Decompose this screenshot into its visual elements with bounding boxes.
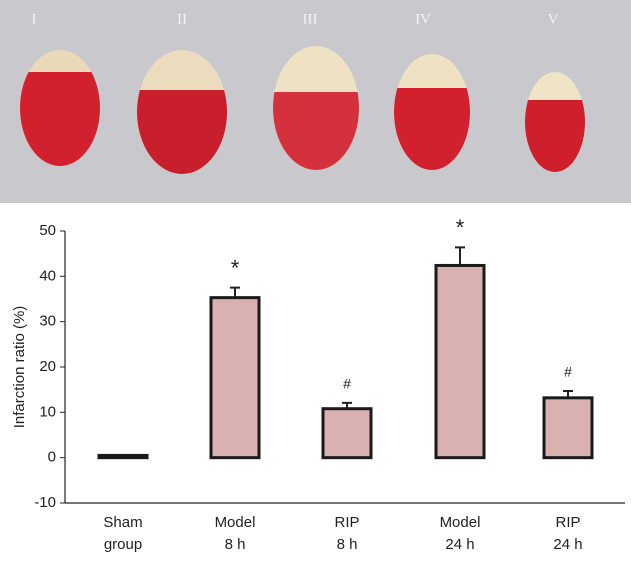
x-tick-label: Model	[215, 514, 256, 531]
annotation: *	[456, 215, 465, 240]
x-tick-label: 8 h	[337, 536, 358, 553]
annotation: #	[564, 364, 572, 380]
x-tick-label: Model	[440, 514, 481, 531]
y-tick-label: 10	[39, 403, 56, 420]
x-tick-label: 24 h	[445, 536, 474, 553]
bar	[97, 453, 149, 460]
bar	[209, 296, 261, 460]
photo	[0, 0, 631, 203]
slice-label: IV	[415, 11, 431, 27]
y-tick-label: -10	[34, 494, 56, 511]
annotation: *	[231, 255, 240, 280]
slice	[525, 72, 585, 172]
x-tick-label: Sham	[103, 514, 142, 531]
bar	[434, 263, 486, 460]
slice-label: II	[177, 11, 187, 27]
slice-label: V	[548, 11, 559, 27]
y-tick-label: 0	[48, 449, 56, 466]
x-tick-label: 8 h	[225, 536, 246, 553]
bar	[542, 396, 594, 460]
x-tick-label: RIP	[334, 514, 359, 531]
y-tick-label: 40	[39, 267, 56, 284]
bar	[321, 407, 373, 460]
y-tick-label: 30	[39, 313, 56, 330]
slice	[20, 50, 100, 166]
error-bar	[455, 246, 465, 266]
slice-label: I	[32, 11, 37, 27]
y-tick-label: 50	[39, 222, 56, 239]
slice	[137, 50, 227, 174]
slice-label: III	[303, 11, 318, 27]
y-axis-label: Infarction ratio (%)	[11, 306, 28, 429]
x-tick-label: group	[104, 536, 142, 553]
slice	[273, 46, 359, 170]
slice	[394, 54, 470, 170]
y-tick-label: 20	[39, 358, 56, 375]
error-bar	[230, 286, 240, 298]
annotation: #	[343, 376, 351, 392]
x-tick-label: 24 h	[553, 536, 582, 553]
x-tick-label: RIP	[555, 514, 580, 531]
